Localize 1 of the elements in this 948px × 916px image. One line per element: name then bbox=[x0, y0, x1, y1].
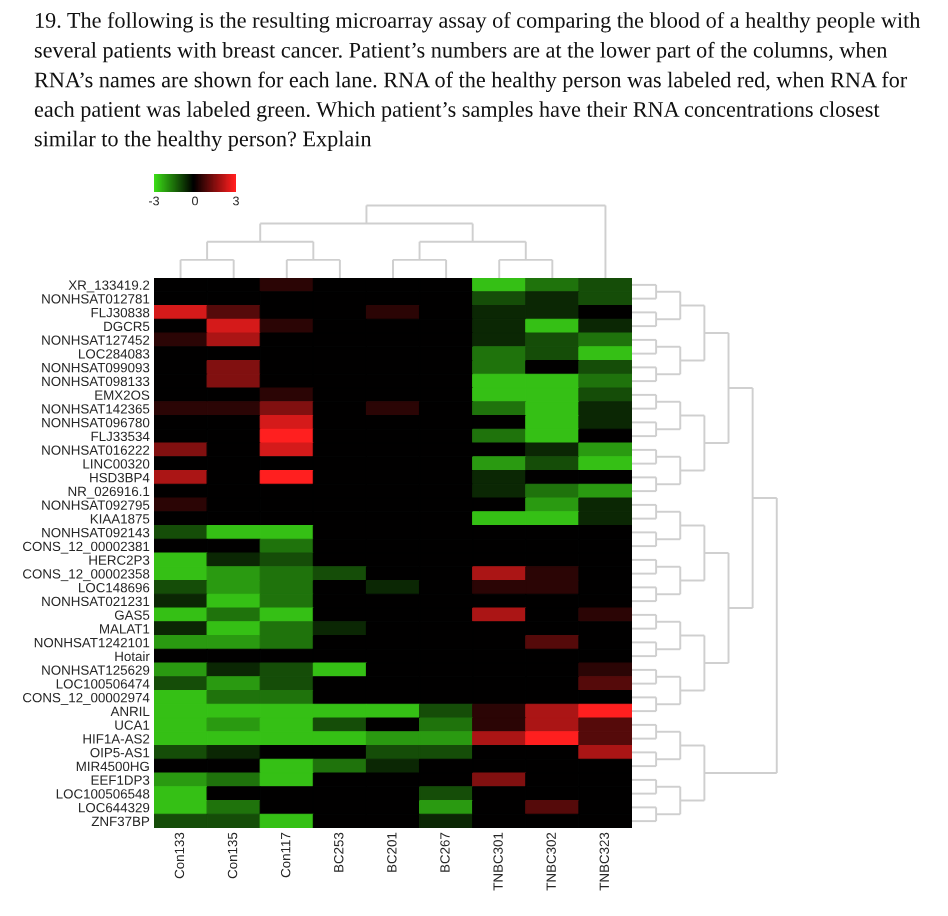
chart-title: 19. The following is the resulting microarray assay of comparing the blood of a healthy people with several patients with breast cancer. Patient’s numbers are at the lower part of the columns, when RNA’s names are shown for each lane. RNA of the healthy person was labeled red, when RNA for each patient was labeled green. Which patient’s samples have their RNA concentrations closest similar to the healthy person? Explain bbox=[34, 12, 921, 151]
